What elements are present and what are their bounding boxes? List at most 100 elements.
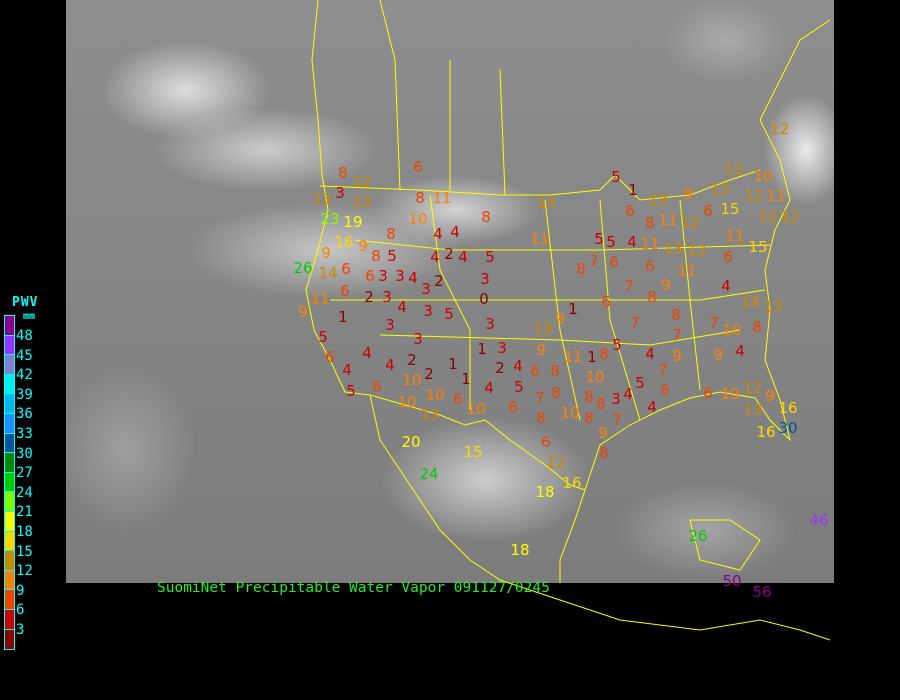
legend-unit: mm — [23, 311, 36, 322]
station-pwv-value: 1 — [587, 348, 597, 366]
station-pwv-value: 5 — [635, 374, 645, 392]
station-pwv-value: 13 — [312, 190, 331, 208]
station-pwv-value: 9 — [358, 237, 368, 255]
station-pwv-value: 13 — [352, 193, 371, 211]
border-line — [584, 19, 831, 491]
legend-label: 36 — [16, 406, 33, 423]
station-pwv-value: 15 — [463, 443, 482, 461]
station-pwv-value: 1 — [477, 340, 487, 358]
station-pwv-value: 4 — [645, 345, 655, 363]
station-pwv-value: 12 — [744, 187, 763, 205]
station-pwv-value: 5 — [318, 328, 328, 346]
legend-swatch — [5, 531, 14, 552]
legend-label: 39 — [16, 386, 33, 403]
border-line — [354, 239, 771, 251]
station-pwv-value: 4 — [484, 379, 494, 397]
station-pwv-value: 5 — [611, 168, 621, 186]
legend-swatch — [5, 374, 14, 395]
station-pwv-value: 12 — [680, 214, 699, 232]
station-pwv-value: 9 — [661, 276, 671, 294]
legend-label: 30 — [16, 445, 33, 462]
station-pwv-value: 6 — [341, 260, 351, 278]
station-pwv-value: 4 — [362, 344, 372, 362]
station-pwv-value: 8 — [599, 444, 609, 462]
station-pwv-value: 16 — [778, 399, 797, 417]
station-pwv-value: 7 — [624, 277, 634, 295]
station-pwv-value: 9 — [536, 341, 546, 359]
border-line — [544, 199, 581, 421]
station-pwv-value: 5 — [594, 230, 604, 248]
station-pwv-value: 6 — [508, 398, 518, 416]
station-pwv-value: 10 — [425, 386, 444, 404]
station-pwv-value: 10 — [753, 167, 772, 185]
legend-swatch — [5, 413, 14, 434]
legend-label: 21 — [16, 504, 33, 521]
station-pwv-value: 1 — [448, 355, 458, 373]
station-pwv-value: 6 — [703, 202, 713, 220]
station-pwv-value: 0 — [479, 290, 489, 308]
station-pwv-value: 5 — [444, 305, 454, 323]
station-pwv-value: 8 — [647, 288, 657, 306]
border-line — [599, 199, 641, 421]
legend-label: 48 — [16, 328, 33, 344]
station-pwv-value: 5 — [606, 233, 616, 251]
station-pwv-value: 6 — [601, 293, 611, 311]
legend-label: 18 — [16, 524, 33, 540]
legend-swatch — [5, 609, 14, 630]
station-pwv-value: 5 — [346, 382, 356, 400]
station-pwv-value: 9 — [683, 185, 693, 203]
color-legend — [4, 315, 15, 651]
station-pwv-value: 10 — [397, 393, 416, 411]
legend-swatch — [5, 433, 14, 454]
station-pwv-value: 7 — [535, 389, 545, 407]
station-pwv-value: 4 — [408, 269, 418, 287]
station-pwv-value: 10 — [722, 321, 741, 339]
station-pwv-value: 16 — [334, 233, 353, 251]
station-pwv-value: 7 — [709, 314, 719, 332]
station-pwv-value: 11 — [563, 348, 582, 366]
station-pwv-value: 2 — [434, 272, 444, 290]
station-pwv-value: 4 — [647, 398, 657, 416]
station-pwv-value: 7 — [612, 411, 622, 429]
border-line — [344, 391, 586, 491]
station-pwv-value: 8 — [481, 208, 491, 226]
station-pwv-value: 3 — [480, 270, 490, 288]
station-pwv-value: 8 — [584, 388, 594, 406]
station-pwv-value: 3 — [421, 280, 431, 298]
station-pwv-value: 11 — [725, 227, 744, 245]
border-line — [689, 519, 761, 571]
border-line — [429, 194, 471, 410]
station-pwv-value: 3 — [485, 315, 495, 333]
legend-swatch — [5, 629, 14, 650]
station-pwv-value: 13 — [648, 191, 667, 209]
border-line — [319, 169, 761, 201]
border-line — [369, 394, 831, 641]
station-pwv-value: 6 — [365, 267, 375, 285]
station-pwv-value: 11 — [677, 262, 696, 280]
station-pwv-value: 1 — [628, 181, 638, 199]
station-pwv-value: 13 — [710, 180, 729, 198]
station-pwv-value: 16 — [562, 474, 581, 492]
station-pwv-value: 3 — [497, 339, 507, 357]
legend-label: 3 — [16, 622, 25, 638]
station-pwv-value: 6 — [660, 381, 670, 399]
station-pwv-value: 3 — [382, 288, 392, 306]
station-pwv-value: 6 — [609, 253, 619, 271]
station-pwv-value: 4 — [735, 342, 745, 360]
legend-title: PWV — [12, 295, 39, 310]
station-pwv-value: 9 — [598, 424, 608, 442]
legend-label: 9 — [16, 582, 25, 599]
legend-swatch — [5, 492, 14, 512]
station-pwv-value: 7 — [672, 326, 682, 344]
station-pwv-value: 9 — [713, 346, 723, 364]
station-pwv-value: 18 — [510, 541, 529, 559]
legend-label: 45 — [16, 347, 33, 364]
legend-label: 33 — [16, 426, 33, 442]
station-pwv-value: 6 — [530, 362, 540, 380]
legend-swatch — [5, 472, 14, 493]
station-pwv-value: 12 — [770, 120, 789, 138]
station-pwv-value: 11 — [766, 187, 785, 205]
legend-swatch — [5, 355, 14, 375]
